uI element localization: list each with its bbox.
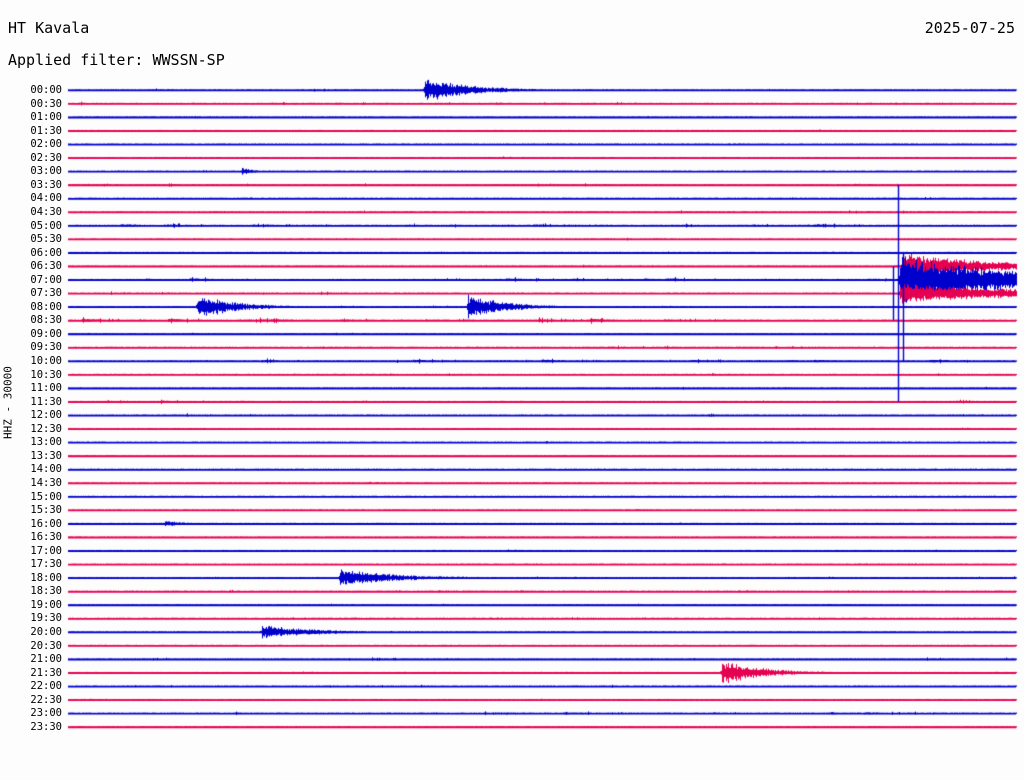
seismogram-page: HT Kavala Applied filter: WWSSN-SP 2025-… — [0, 0, 1024, 780]
seismogram-canvas — [0, 0, 1024, 780]
